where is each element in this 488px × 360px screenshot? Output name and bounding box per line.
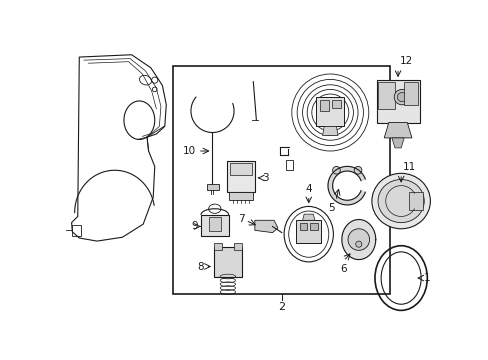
Bar xyxy=(310,223,317,230)
Bar xyxy=(173,66,389,294)
Polygon shape xyxy=(254,220,277,233)
Bar xyxy=(230,163,251,175)
Text: 6: 6 xyxy=(339,264,346,274)
Bar xyxy=(208,217,221,231)
Bar xyxy=(228,192,253,199)
Text: 7: 7 xyxy=(238,214,244,224)
Bar xyxy=(408,192,422,210)
Text: 10: 10 xyxy=(183,146,196,156)
Text: 4: 4 xyxy=(305,184,311,194)
Bar xyxy=(207,184,218,190)
Bar xyxy=(316,97,344,126)
Bar xyxy=(296,220,321,243)
Text: 12: 12 xyxy=(399,56,412,66)
Ellipse shape xyxy=(377,180,424,222)
Ellipse shape xyxy=(371,173,429,229)
Polygon shape xyxy=(391,138,404,148)
Bar xyxy=(299,223,306,230)
Bar xyxy=(214,247,241,276)
Bar xyxy=(377,82,394,109)
Text: 5: 5 xyxy=(327,203,334,213)
Bar xyxy=(226,161,254,192)
Bar xyxy=(234,243,241,249)
Polygon shape xyxy=(322,126,337,136)
Bar xyxy=(376,80,419,122)
Polygon shape xyxy=(341,220,375,260)
Circle shape xyxy=(353,166,361,174)
Bar xyxy=(331,100,341,108)
Bar xyxy=(71,225,81,236)
Polygon shape xyxy=(327,166,365,205)
Bar xyxy=(319,100,328,111)
Text: 11: 11 xyxy=(402,162,415,172)
Bar xyxy=(404,82,417,105)
Bar xyxy=(214,243,221,249)
Circle shape xyxy=(396,93,406,102)
Text: 1: 1 xyxy=(424,273,430,283)
Text: 2: 2 xyxy=(278,302,285,312)
Circle shape xyxy=(332,166,340,174)
Bar xyxy=(201,215,228,237)
Text: 8: 8 xyxy=(197,261,203,271)
Polygon shape xyxy=(302,214,314,220)
Text: 9: 9 xyxy=(191,221,198,231)
Circle shape xyxy=(347,229,369,250)
Circle shape xyxy=(393,89,409,105)
Text: 3: 3 xyxy=(262,173,268,183)
Circle shape xyxy=(355,241,361,247)
Bar xyxy=(285,160,293,170)
Polygon shape xyxy=(384,122,411,138)
